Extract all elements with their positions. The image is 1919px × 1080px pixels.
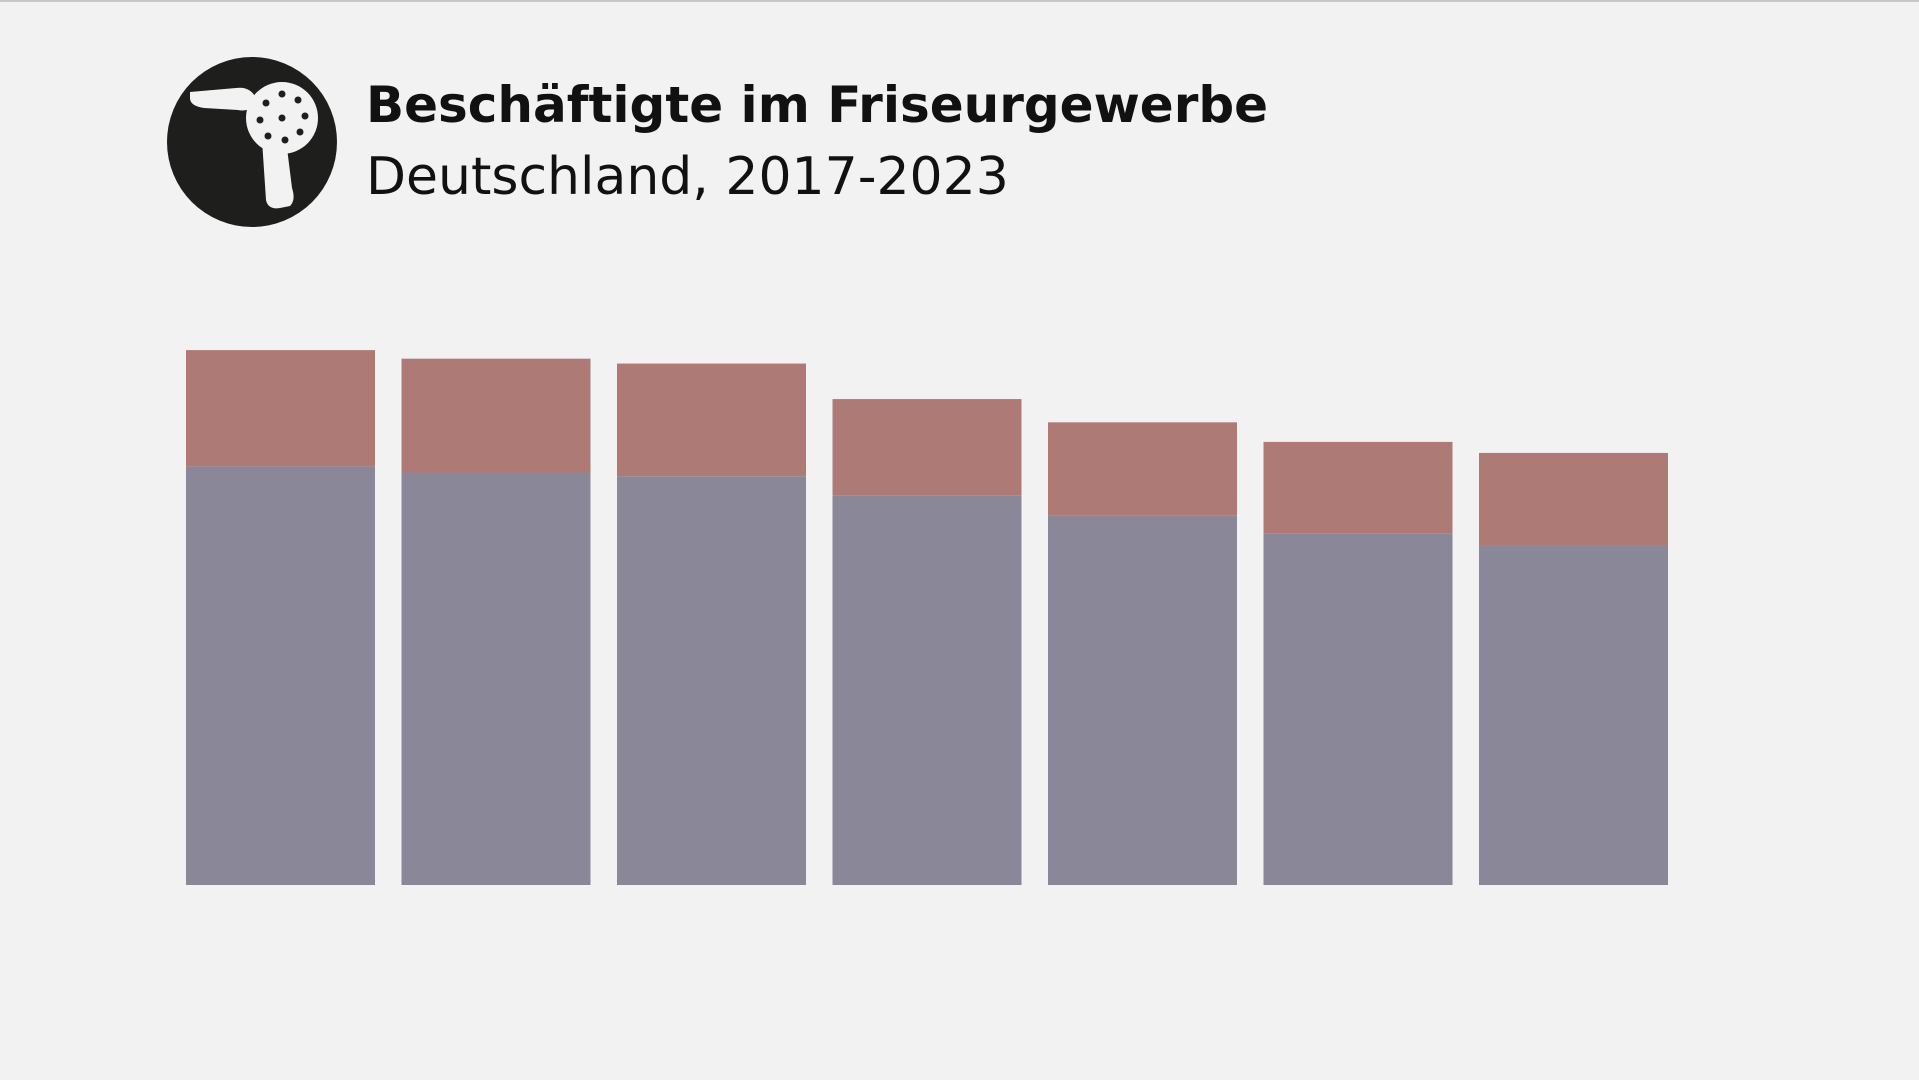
icon xyxy=(167,57,337,227)
bar-segment xyxy=(832,399,1022,496)
bar-segment xyxy=(401,358,591,473)
bar-segment xyxy=(1479,452,1668,546)
bar-segment xyxy=(1479,545,1668,885)
chart-subtitle: Deutschland, 2017-2023 xyxy=(366,147,1009,207)
chart-title: Beschäftigte im Friseurgewerbe xyxy=(366,76,1268,134)
bar-segment xyxy=(1048,422,1237,516)
bar-segment xyxy=(1263,533,1453,885)
bar-segment xyxy=(1048,515,1237,885)
bar-segment xyxy=(617,363,806,477)
bar-segment xyxy=(617,476,806,885)
bar-segment xyxy=(401,472,591,885)
bar-segment xyxy=(832,495,1022,885)
bar-segment xyxy=(186,466,375,885)
bar-segment xyxy=(1263,441,1453,534)
bar-segment xyxy=(186,350,375,467)
